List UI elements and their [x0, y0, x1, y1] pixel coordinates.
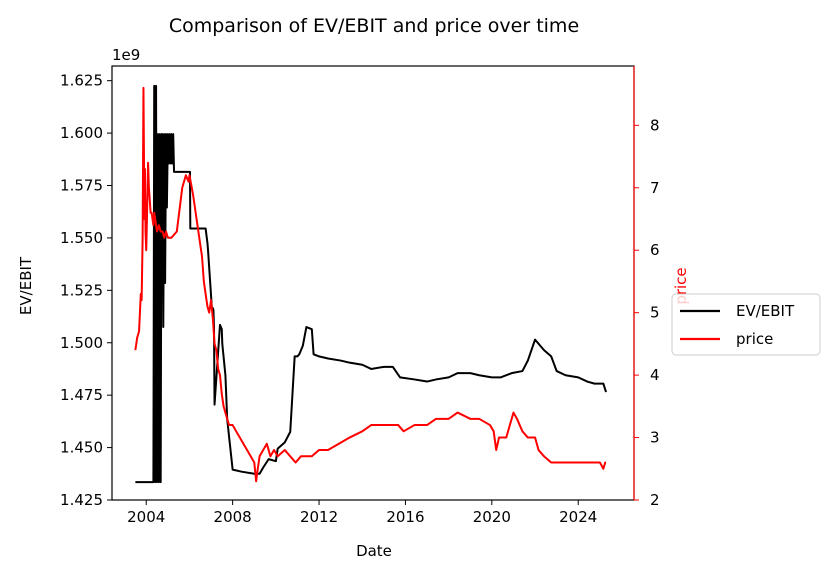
x-tick-label: 2024	[559, 508, 597, 526]
x-tick-label: 2004	[127, 508, 165, 526]
y-axis-right: 2 3 4 5 6 7 8	[634, 116, 660, 509]
plot-content	[134, 84, 607, 484]
y-left-tick-label: 1.525	[60, 281, 103, 299]
y-left-tick-label: 1.450	[60, 439, 103, 457]
legend-label-price: price	[736, 330, 773, 348]
x-axis: 2004 2008 2012 2016 2020 2024	[127, 500, 597, 526]
x-tick-label: 2020	[473, 508, 511, 526]
x-tick-label: 2012	[300, 508, 338, 526]
y-axis-left-label: EV/EBIT	[17, 256, 35, 315]
y-left-tick-label: 1.575	[60, 177, 103, 195]
x-tick-label: 2016	[386, 508, 424, 526]
y-left-tick-label: 1.550	[60, 229, 103, 247]
y-axis-left: 1.425 1.450 1.475 1.500 1.525 1.550 1.575 1.600…	[60, 72, 112, 509]
y-right-tick-label: 5	[650, 304, 660, 322]
y-left-tick-label: 1.500	[60, 334, 103, 352]
legend-label-ev-ebit: EV/EBIT	[736, 302, 795, 320]
plot-frame	[111, 65, 635, 501]
y-right-tick-label: 6	[650, 241, 660, 259]
y-left-offset-text: 1e9	[112, 46, 140, 64]
y-right-tick-label: 2	[650, 491, 660, 509]
x-tick-label: 2008	[214, 508, 252, 526]
y-left-tick-label: 1.475	[60, 386, 103, 404]
series-line-price	[134, 86, 607, 483]
chart-title: Comparison of EV/EBIT and price over tim…	[169, 15, 579, 37]
y-right-tick-label: 4	[650, 366, 660, 384]
y-left-tick-label: 1.425	[60, 491, 103, 509]
y-right-tick-label: 7	[650, 179, 660, 197]
x-axis-label: Date	[356, 542, 392, 560]
y-left-tick-label: 1.625	[60, 72, 103, 90]
y-right-tick-label: 8	[650, 116, 660, 134]
series-line-ev-ebit	[135, 84, 607, 484]
y-left-tick-label: 1.600	[60, 124, 103, 142]
y-right-tick-label: 3	[650, 429, 660, 447]
legend: EV/EBIT price	[671, 293, 821, 356]
